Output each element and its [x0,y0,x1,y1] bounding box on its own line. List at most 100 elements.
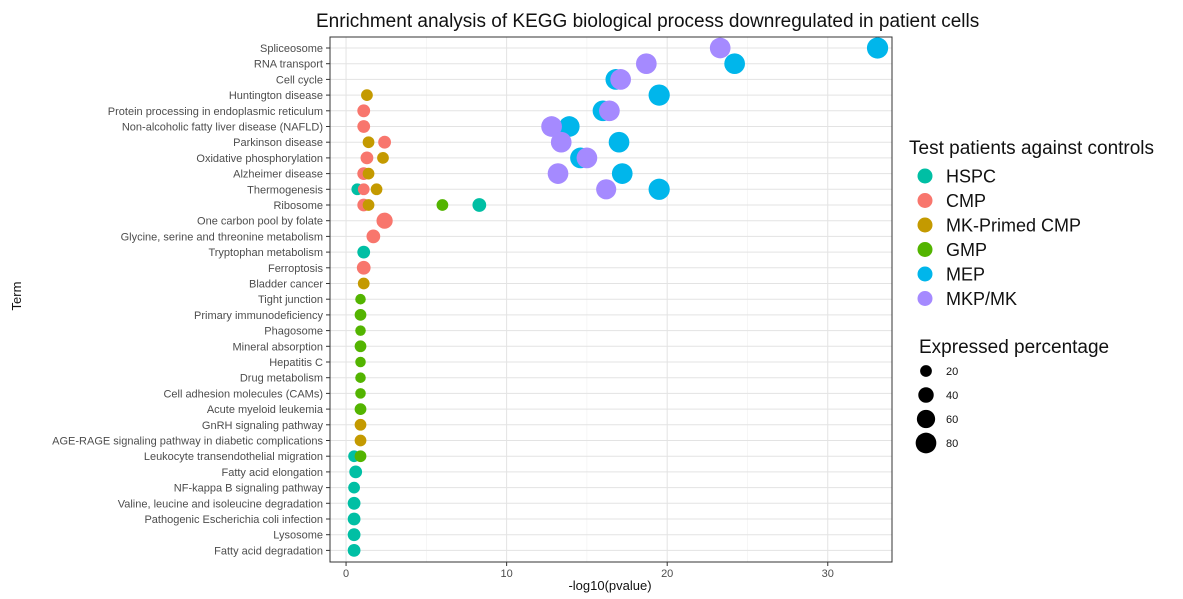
data-point [436,199,449,211]
y-tick-label: Glycine, serine and threonine metabolism [121,231,323,243]
data-point [355,372,366,383]
y-tick-labels: Spliceosome RNA transport Cell cycle Huntin… [52,43,330,557]
y-axis-title: Term [9,282,24,311]
y-tick-label: Phagosome [264,326,323,338]
y-tick-label: Lysosome [273,530,323,542]
y-tick-label: Hepatitis C [269,357,323,369]
y-tick-label: Alzheimer disease [233,169,323,181]
x-tick-labels: 0 10 20 30 [343,562,834,580]
series-mk-primed-cmp [354,89,389,447]
data-point [360,151,374,165]
data-point [347,544,361,557]
legend-key [917,291,933,306]
y-tick-label: Oxidative phosphorylation [196,153,323,165]
data-point [354,434,367,447]
size-legend-label: 60 [946,414,958,426]
data-point [355,293,366,305]
y-tick-label: Mineral absorption [233,341,324,353]
data-point [347,512,361,526]
size-legend-entries: 20 40 60 80 [915,365,958,454]
y-tick-label: Cell cycle [276,74,323,86]
data-point [355,388,366,399]
y-tick-label: One carbon pool by folate [197,216,323,228]
data-point [357,277,370,290]
data-point [355,356,366,368]
data-point [547,163,569,184]
data-point [648,84,670,106]
data-point [376,212,393,229]
y-tick-label: Pathogenic Escherichia coli infection [144,514,323,526]
y-tick-label: Spliceosome [260,43,323,55]
plot-area [329,36,893,563]
size-legend-key [920,365,932,377]
y-tick-label: RNA transport [254,59,323,71]
data-point [362,136,375,149]
y-tick-label: Ribosome [273,200,323,212]
data-point [709,37,731,59]
y-tick-label: NF-kappa B signaling pathway [174,483,324,495]
y-tick-label: Parkinson disease [233,137,323,149]
size-legend-label: 80 [946,438,958,450]
data-point [354,403,367,415]
data-point [648,178,670,200]
data-point [576,147,598,169]
data-point [610,69,631,90]
chart-title: Enrichment analysis of KEGG biological p… [316,11,979,32]
legend-label: MEP [946,265,985,285]
data-point [724,53,745,75]
data-point [347,496,361,510]
data-point [377,152,389,164]
data-point [354,450,367,463]
data-point [611,163,633,184]
data-point [357,245,371,259]
data-point [596,179,617,200]
legend-label: HSPC [946,167,996,187]
y-tick-label: Non-alcoholic fatty liver disease (NAFLD… [122,122,323,134]
data-point [366,229,381,244]
y-tick-label: AGE-RAGE signaling pathway in diabetic c… [52,436,323,448]
legend-label: MKP/MK [946,289,1017,309]
legend-key [917,193,933,208]
legend-key [917,266,933,282]
y-tick-label: Leukocyte transendothelial migration [144,451,323,463]
data-point [355,325,366,336]
data-point [608,131,630,153]
color-legend-title: Test patients against controls [909,138,1154,159]
size-legend-key [915,432,937,454]
series-mkp-mk [541,37,731,200]
y-tick-label: Valine, leucine and isoleucine degradati… [118,498,323,510]
x-tick-label: 30 [822,568,834,580]
y-tick-label: Protein processing in endoplasmic reticu… [108,106,323,118]
y-tick-label: Fatty acid degradation [214,545,323,557]
data-point [635,53,657,75]
data-point [599,100,620,122]
data-point [472,198,487,212]
data-point [354,418,367,431]
x-tick-label: 20 [661,568,673,580]
data-point [541,116,562,137]
size-legend-key [916,409,936,429]
y-tick-label: Fatty acid elongation [221,467,323,479]
x-axis-title: -log10(pvalue) [568,578,651,593]
data-point [356,260,371,275]
data-point [348,481,360,494]
data-point [866,37,889,59]
series-gmp [354,199,449,463]
data-point [354,309,367,321]
legend-key [917,168,933,184]
y-tick-label: Primary immunodeficiency [194,310,323,322]
x-tick-label: 0 [343,568,349,580]
legend-label: MK-Primed CMP [946,216,1081,236]
data-point [357,104,371,118]
y-tick-label: GnRH signaling pathway [202,420,324,432]
data-point [378,135,391,149]
size-legend-title: Expressed percentage [919,337,1109,358]
x-tick-label: 10 [501,568,513,580]
y-tick-label: Acute myeloid leukemia [207,404,324,416]
data-point [349,465,363,479]
y-tick-label: Cell adhesion molecules (CAMs) [163,388,323,400]
legend-key [917,217,933,233]
y-tick-label: Ferroptosis [268,263,324,275]
y-tick-label: Huntington disease [229,90,323,102]
data-point [357,120,371,133]
